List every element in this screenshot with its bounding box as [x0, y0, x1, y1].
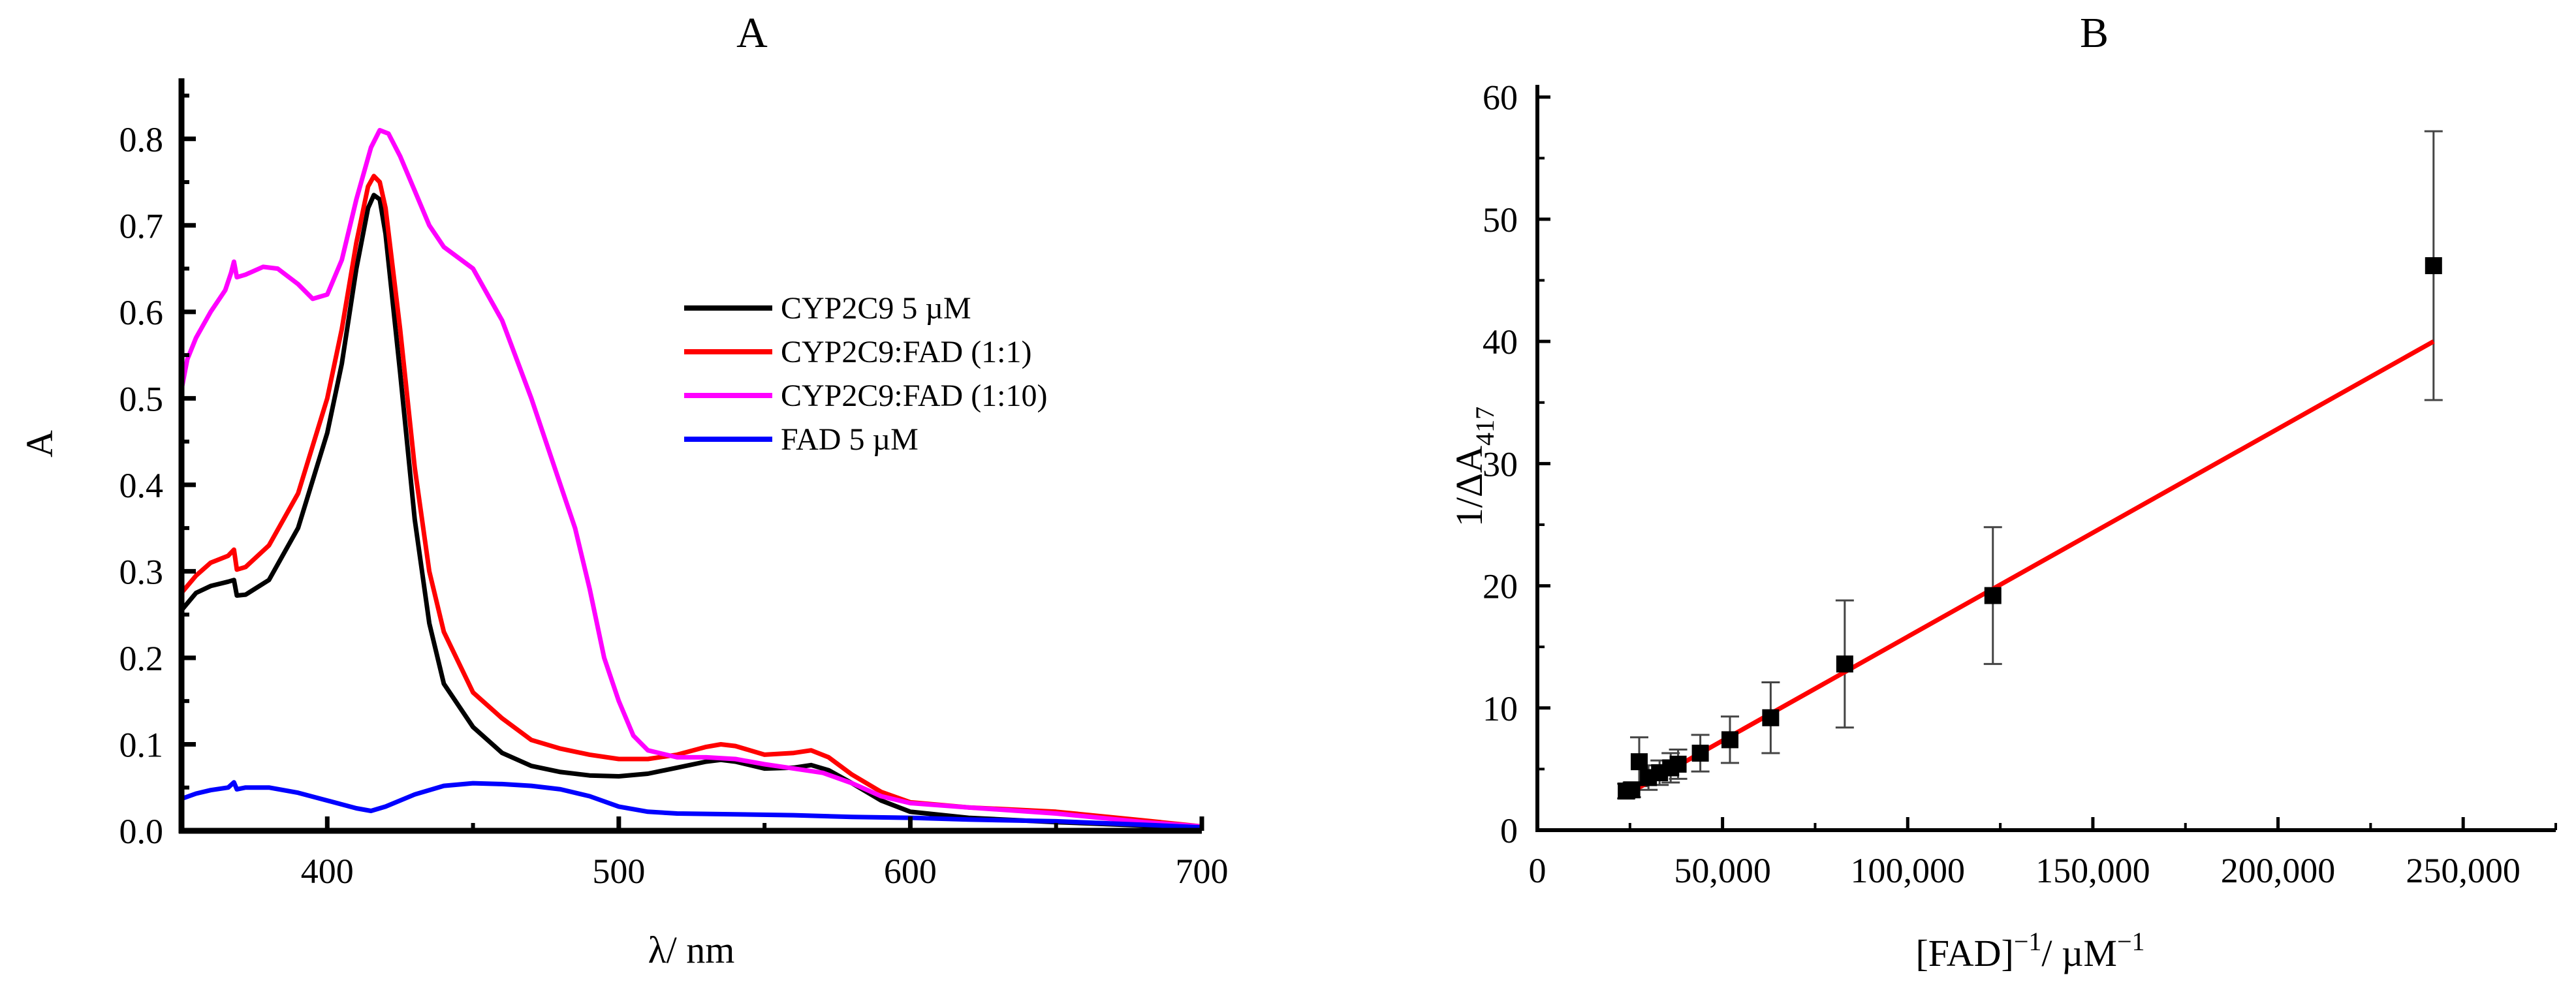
- panel-a-axes: 400 500 600 700 0.0 0.1 0.2 0.3 0.4 0.5 0.6 0.7 0.8: [119, 78, 1229, 891]
- panel-b-x-tick-label: 250,000: [2406, 851, 2521, 890]
- panel-a-y-tick-label: 0.0: [119, 812, 164, 851]
- panel-a-y-tick-label: 0.1: [119, 725, 164, 764]
- panel-b-data-point: [1623, 781, 1641, 799]
- panel-b-x-tick-label: 150,000: [2035, 851, 2150, 890]
- panel-a-legend-label-4: FAD 5 µM: [781, 422, 919, 457]
- panel-a-y-tick-label: 0.5: [119, 379, 164, 418]
- panel-b-y-tick-label: 0: [1500, 811, 1518, 850]
- panel-b-x-axis-label: [FAD]−1/ µM−1: [1915, 927, 2144, 974]
- panel-b-data-point: [1984, 587, 2002, 604]
- panel-a-x-tick-label: 500: [592, 852, 645, 891]
- panel-a-title: A: [736, 9, 768, 57]
- panel-b-x-label-main: [FAD]: [1915, 932, 2013, 974]
- panel-b-y-tick-label: 30: [1483, 444, 1518, 484]
- panel-a-legend-label-2: CYP2C9:FAD (1:1): [781, 335, 1032, 369]
- panel-b-fit-line: [1625, 339, 2435, 797]
- panel-a-x-tick-label: 600: [884, 852, 937, 891]
- panel-a-y-tick-label: 0.4: [119, 466, 164, 505]
- panel-b-points-group: [1617, 130, 2443, 800]
- panel-b-data-point: [1762, 709, 1780, 726]
- panel-b-data-point: [1691, 745, 1709, 762]
- panel-b-x-tick-label: 100,000: [1851, 851, 1966, 890]
- panel-b-y-label-main: 1/ΔA: [1448, 446, 1490, 527]
- panel-a-series-line-3: [179, 128, 1202, 829]
- panel-a-x-axis-label: λ/ nm: [648, 929, 735, 971]
- panel-a-x-tick-label: 400: [301, 852, 354, 891]
- panel-b-title: B: [2080, 9, 2109, 57]
- panel-a-series-line-2: [180, 174, 1202, 829]
- panel-a-series-line-4: [180, 780, 1202, 830]
- panel-a-legend: CYP2C9 5 µM CYP2C9:FAD (1:1) CYP2C9:FAD (1…: [684, 291, 1048, 457]
- panel-a-series-line-1: [180, 193, 1202, 831]
- panel-a-y-tick-label: 0.7: [119, 206, 164, 245]
- panel-b-axes: 0 50,000 100,000 150,000 200,000 250,000 0 10 20…: [1483, 78, 2557, 890]
- panel-b-x-tick-label: 50,000: [1674, 851, 1771, 890]
- panel-a-plot-area: [181, 78, 1202, 831]
- panel-a-y-tick-label: 0.2: [119, 639, 164, 678]
- panel-a-x-tick-label: 700: [1176, 852, 1229, 891]
- panel-a-series-group: [179, 128, 1202, 831]
- panel-a-legend-label-3: CYP2C9:FAD (1:10): [781, 379, 1048, 413]
- panel-b-y-axis-label: 1/ΔA417: [1448, 407, 1500, 527]
- panel-a-y-tick-label: 0.8: [119, 120, 164, 159]
- panel-b-y-tick-label: 50: [1483, 200, 1518, 240]
- panel-b-x-label-sup1: −1: [2014, 927, 2042, 956]
- panel-b-y-tick-label: 10: [1483, 689, 1518, 728]
- panel-b-x-label-sup2: −1: [2117, 927, 2145, 956]
- panel-b-x-tick-label: 200,000: [2221, 851, 2336, 890]
- panel-a: A 400 500 600 700 0.0 0.1 0.2 0.3 0.4 0.5 0.6 0.7 0.…: [18, 9, 1229, 971]
- panel-a-y-tick-label: 0.3: [119, 552, 164, 591]
- panel-b-data-point: [2425, 257, 2442, 275]
- panel-a-legend-label-1: CYP2C9 5 µM: [781, 291, 971, 326]
- panel-a-y-axis-label: A: [18, 430, 61, 457]
- panel-b-data-point: [1669, 755, 1687, 773]
- panel-b-y-tick-label: 20: [1483, 567, 1518, 606]
- panel-b-data-point: [1836, 655, 1853, 673]
- panel-b-y-label-sub: 417: [1470, 407, 1500, 446]
- panel-b-data-point: [1631, 753, 1648, 771]
- panel-b-y-tick-label: 40: [1483, 322, 1518, 362]
- panel-a-y-tick-label: 0.6: [119, 293, 164, 332]
- panel-b: B 0 50,000 100,000 150,000 200,000 250,000 0 10…: [1448, 9, 2557, 974]
- panel-b-x-tick-label: 0: [1529, 851, 1547, 890]
- panel-b-y-tick-label: 60: [1483, 78, 1518, 117]
- panel-b-data-point: [1721, 731, 1738, 749]
- panel-b-x-label-unit: / µM: [2041, 932, 2117, 974]
